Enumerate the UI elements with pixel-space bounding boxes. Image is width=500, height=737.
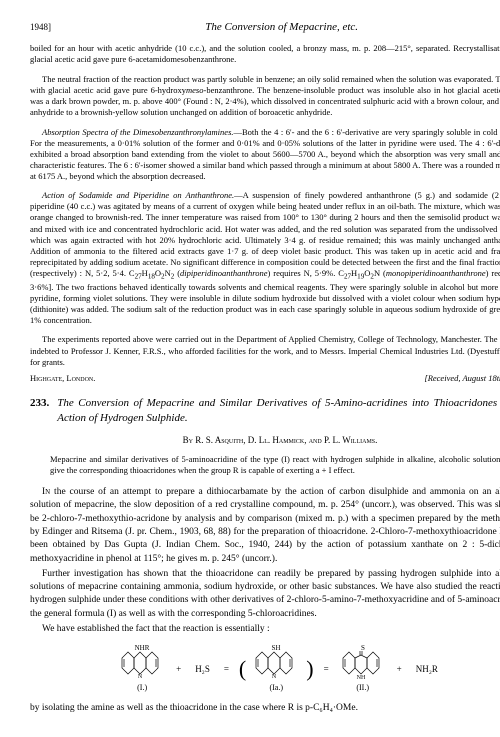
equals-sign-1: = [224,663,229,676]
article-body: In the course of an attempt to prepare a… [30,486,500,715]
main-para-1: In the course of an attempt to prepare a… [30,486,500,566]
open-bracket-icon: ( [239,658,246,680]
para-action: Action of Sodamide and Piperidine on Ant… [30,190,500,325]
nh2r-label: NH₂R [416,663,438,676]
molecule-Ia: SH N (Ia.) [252,644,300,693]
molecule-II: S NH (II.) [339,644,387,693]
svg-text:NHR: NHR [135,644,150,652]
svg-text:S: S [361,644,365,652]
plus-sign: + [176,663,181,676]
reaction-scheme: NHR N (I.) + H₂S = ( SH N [30,644,500,693]
page-header: 1948] The Conversion of Mepacrine, etc. … [30,20,500,35]
header-running-title: The Conversion of Mepacrine, etc. [51,20,500,35]
plus-sign-2: + [397,663,402,676]
preliminary-text: boiled for an hour with acetic anhydride… [30,43,500,325]
author-location: Highgate, London. [30,373,95,384]
main-para-final: by isolating the amine as well as the th… [30,702,500,715]
received-date: [Received, August 18th, 1947.] [424,373,500,384]
acknowledgements: The experiments reported above were carr… [30,334,500,368]
article-number: 233. [30,396,49,426]
action-heading: Action of Sodamide and Piperidine on Ant… [42,190,234,200]
equals-sign-2: = [324,663,329,676]
molecule-I: NHR N (I.) [118,644,166,693]
svg-text:SH: SH [272,644,281,652]
para-absorption: Absorption Spectra of the Dimesobenzanth… [30,127,500,182]
tricyclic-ring-icon: NHR N [118,644,166,680]
mol-label-II: (II.) [356,682,369,693]
main-para-3: We have established the fact that the re… [30,623,500,636]
tricyclic-ring-icon: SH N [252,644,300,680]
article-header: 233. The Conversion of Mepacrine and Sim… [30,396,500,426]
header-year: 1948] [30,21,51,33]
absorption-heading: Absorption Spectra of the Dimesobenzanth… [42,127,234,137]
close-bracket-icon: ) [306,658,313,680]
para-2: The neutral fraction of the reaction pro… [30,74,500,118]
tricyclic-ring-icon: S NH [339,644,387,680]
article-title: The Conversion of Mepacrine and Similar … [57,396,500,426]
article-abstract: Mepacrine and similar derivatives of 5-a… [50,454,500,476]
svg-text:N: N [272,674,277,680]
main-para-2: Further investigation has shown that the… [30,568,500,621]
article-authors: By R. S. Asquith, D. Ll. Hammick, and P.… [30,434,500,446]
svg-text:N: N [138,674,143,680]
para-1: boiled for an hour with acetic anhydride… [30,43,500,65]
h2s-label: H₂S [195,663,210,676]
mol-label-I: (I.) [137,682,147,693]
location-row: Highgate, London. [Received, August 18th… [30,373,500,384]
mol-label-Ia: (Ia.) [269,682,283,693]
svg-text:NH: NH [356,675,365,680]
